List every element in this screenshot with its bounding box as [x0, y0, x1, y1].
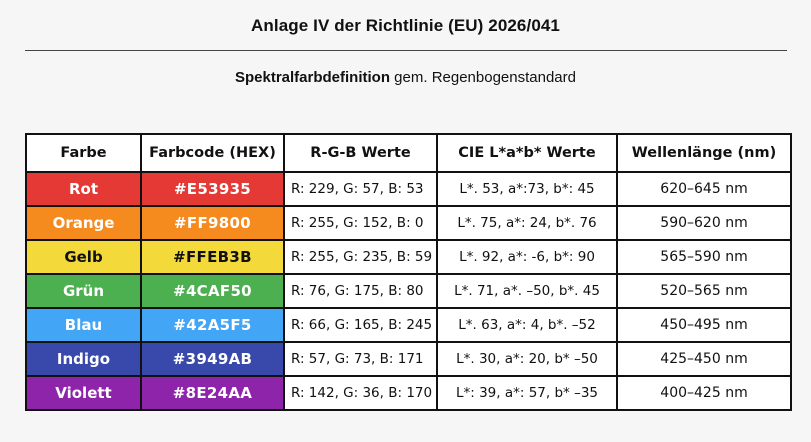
header-color: Farbe [25, 133, 142, 173]
rgb-cell: R: 76, G: 175, B: 80 [283, 273, 438, 309]
rgb-cell: R: 255, G: 235, B: 59 [283, 239, 438, 275]
header-cie: CIE L*a*b* Werte [436, 133, 618, 173]
hex-cell: #8E24AA [140, 375, 285, 411]
cie-cell: L*: 39, a*: 57, b* –35 [436, 375, 618, 411]
page-title: Anlage IV der Richtlinie (EU) 2026/041 [251, 16, 560, 35]
page-subtitle: Spektralfarbdefinition gem. Regenbogenst… [0, 69, 811, 86]
cie-cell: L*. 63, a*: 4, b*. –52 [436, 307, 618, 343]
hex-cell: #3949AB [140, 341, 285, 377]
color-name-cell: Orange [25, 205, 142, 241]
wavelength-cell: 565–590 nm [616, 239, 792, 275]
hex-cell: #42A5F5 [140, 307, 285, 343]
cie-cell: L*. 75, a*: 24, b*. 76 [436, 205, 618, 241]
table-row: Indigo #3949AB R: 57, G: 73, B: 171 L*. … [25, 341, 792, 377]
table-row: Gelb #FFEB3B R: 255, G: 235, B: 59 L*. 9… [25, 239, 792, 275]
cie-cell: L*. 92, a*: -6, b*: 90 [436, 239, 618, 275]
wavelength-cell: 620–645 nm [616, 171, 792, 207]
table-row: Rot #E53935 R: 229, G: 57, B: 53 L*. 53,… [25, 171, 792, 207]
rgb-cell: R: 229, G: 57, B: 53 [283, 171, 438, 207]
wavelength-cell: 450–495 nm [616, 307, 792, 343]
table-header-row: Farbe Farbcode (HEX) R-G-B Werte CIE L*a… [25, 133, 792, 173]
wavelength-cell: 520–565 nm [616, 273, 792, 309]
table-row: Orange #FF9800 R: 255, G: 152, B: 0 L*. … [25, 205, 792, 241]
rgb-cell: R: 142, G: 36, B: 170 [283, 375, 438, 411]
table-body: Rot #E53935 R: 229, G: 57, B: 53 L*. 53,… [25, 171, 792, 411]
cie-cell: L*. 30, a*: 20, b* –50 [436, 341, 618, 377]
subtitle-bold: Spektralfarbdefinition [234, 69, 391, 86]
hex-cell: #4CAF50 [140, 273, 285, 309]
table-row: Blau #42A5F5 R: 66, G: 165, B: 245 L*. 6… [25, 307, 792, 343]
wavelength-cell: 425–450 nm [616, 341, 792, 377]
rgb-cell: R: 66, G: 165, B: 245 [283, 307, 438, 343]
color-name-cell: Gelb [25, 239, 142, 275]
hex-cell: #FFEB3B [140, 239, 285, 275]
cie-cell: L*. 71, a*. –50, b*. 45 [436, 273, 618, 309]
rgb-cell: R: 255, G: 152, B: 0 [283, 205, 438, 241]
table-row: Violett #8E24AA R: 142, G: 36, B: 170 L*… [25, 375, 792, 411]
subtitle-rest: gem. Regenbogenstandard [390, 69, 576, 86]
header-hex: Farbcode (HEX) [140, 133, 285, 173]
cie-cell: L*. 53, a*:73, b*: 45 [436, 171, 618, 207]
rgb-cell: R: 57, G: 73, B: 171 [283, 341, 438, 377]
color-name-cell: Blau [25, 307, 142, 343]
color-name-cell: Rot [25, 171, 142, 207]
header-wavelength: Wellenlänge (nm) [616, 133, 792, 173]
divider [25, 50, 787, 51]
color-table: Farbe Farbcode (HEX) R-G-B Werte CIE L*a… [25, 133, 792, 411]
color-name-cell: Grün [25, 273, 142, 309]
color-name-cell: Indigo [25, 341, 142, 377]
wavelength-cell: 400–425 nm [616, 375, 792, 411]
hex-cell: #FF9800 [140, 205, 285, 241]
wavelength-cell: 590–620 nm [616, 205, 792, 241]
table-row: Grün #4CAF50 R: 76, G: 175, B: 80 L*. 71… [25, 273, 792, 309]
hex-cell: #E53935 [140, 171, 285, 207]
header-rgb: R-G-B Werte [283, 133, 438, 173]
color-name-cell: Violett [25, 375, 142, 411]
